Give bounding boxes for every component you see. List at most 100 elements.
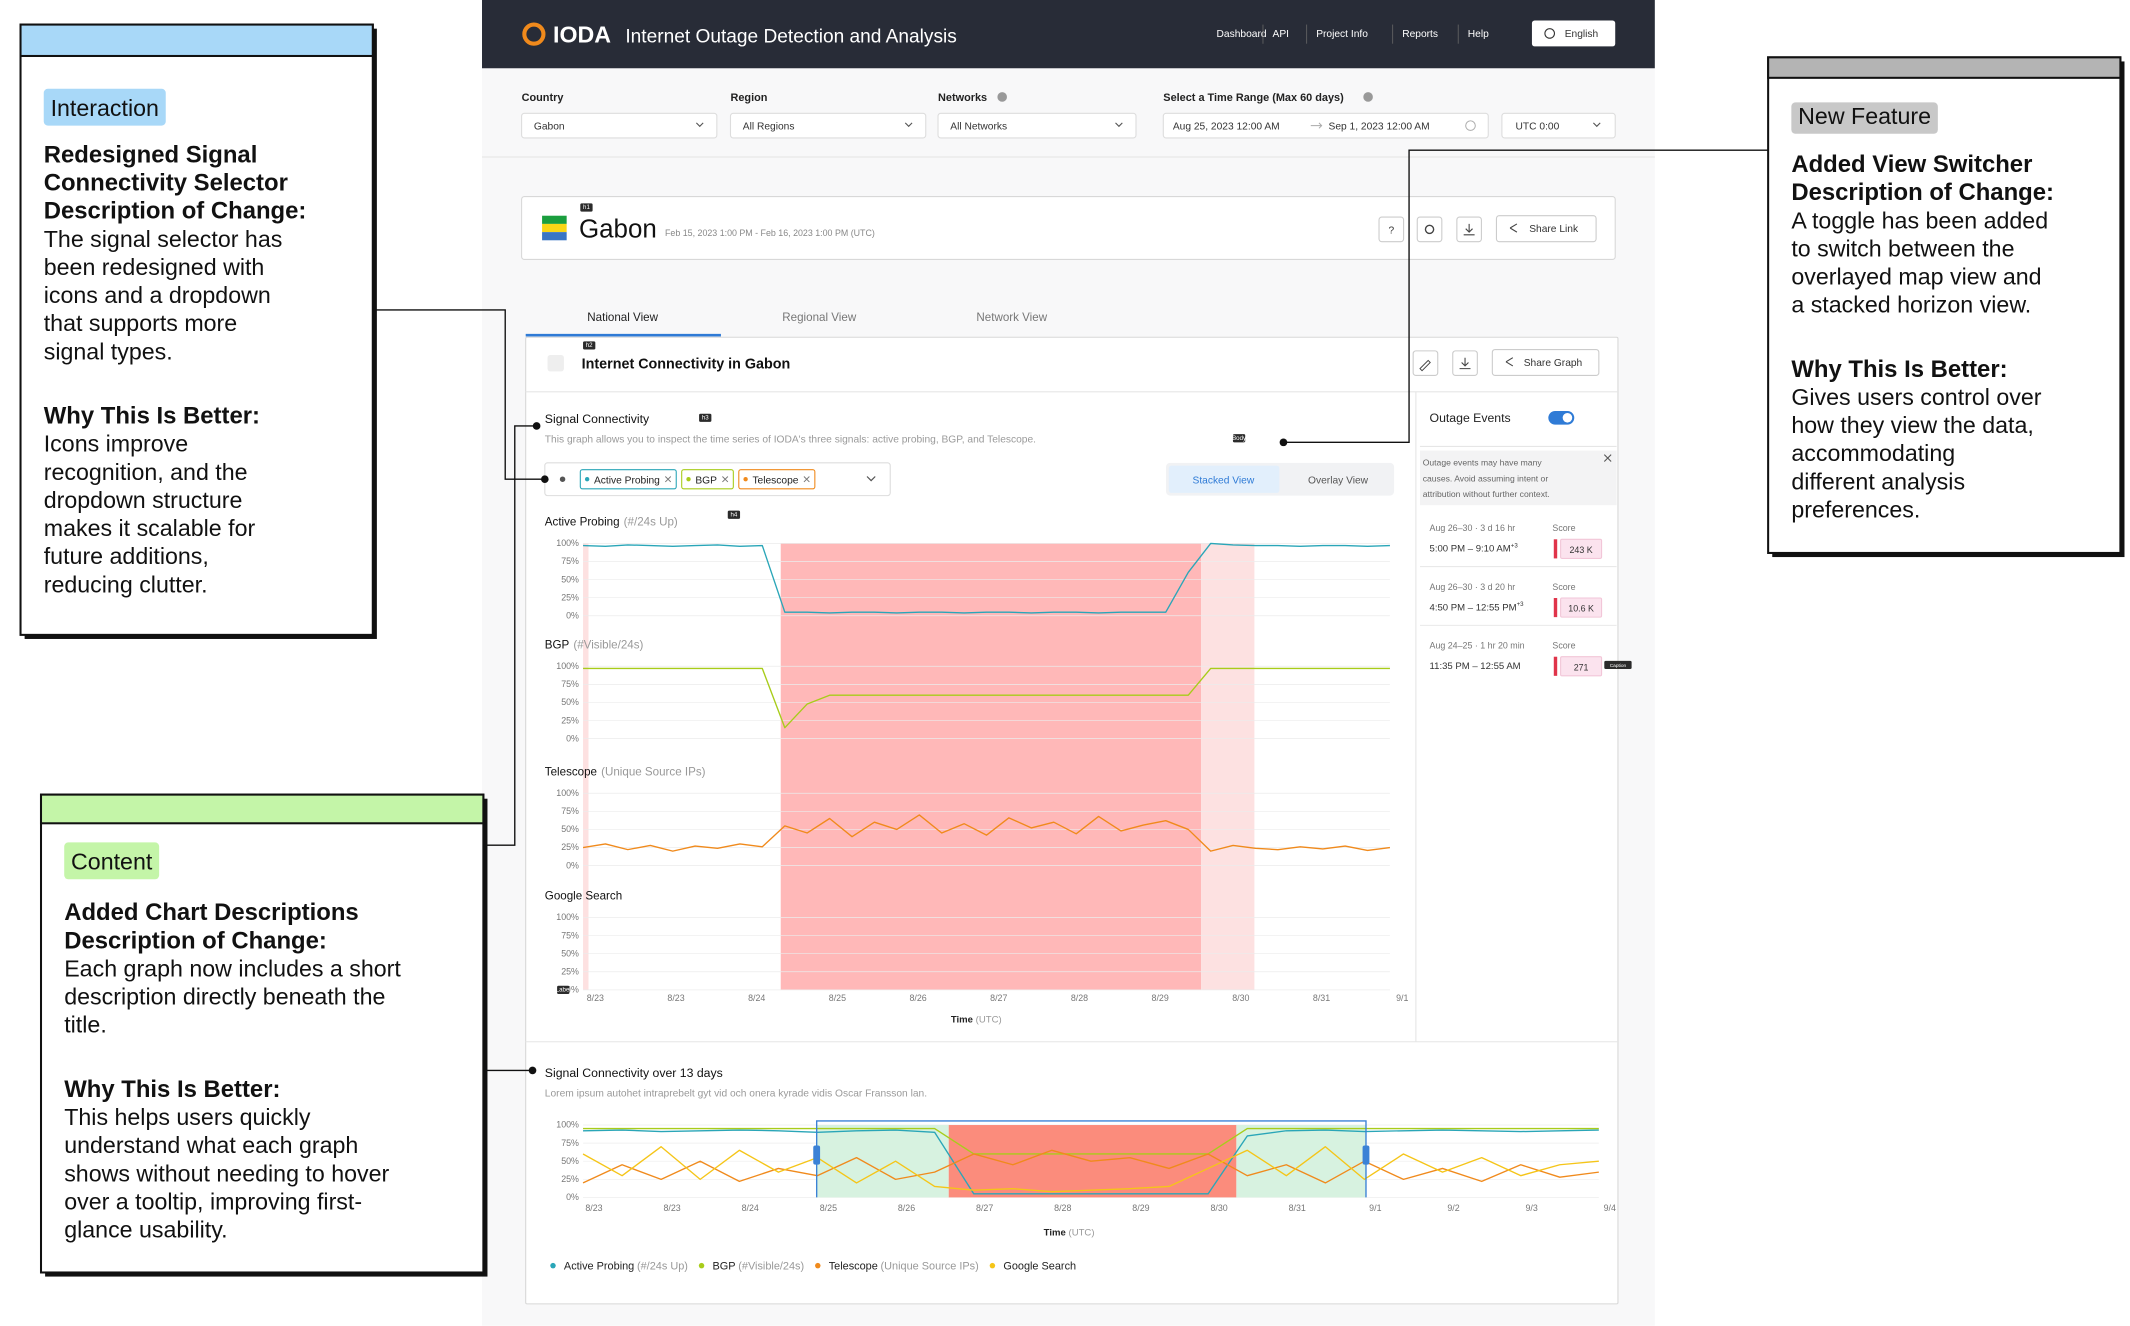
style-tag xyxy=(727,510,741,519)
y-tick-label: 100% xyxy=(556,1120,579,1130)
x-tick-label: 9/1 xyxy=(1396,993,1408,1003)
nav-link[interactable]: Dashboard xyxy=(1217,29,1267,40)
x-tick-label: 8/28 xyxy=(1054,1203,1071,1213)
language-button[interactable] xyxy=(1531,20,1616,47)
active-view[interactable] xyxy=(1168,465,1280,493)
clock-icon xyxy=(1465,120,1476,131)
y-tick-label: 25% xyxy=(561,842,579,852)
date-range[interactable] xyxy=(1162,112,1489,139)
x-tick-label: 9/3 xyxy=(1525,1203,1537,1213)
timezone-dropdown[interactable] xyxy=(1501,112,1616,139)
callout-connector xyxy=(483,425,537,846)
time-range: 4:50 PM – 12:55 PM xyxy=(1430,602,1517,613)
selection-handle[interactable] xyxy=(813,1145,821,1165)
chart-icon xyxy=(547,354,564,372)
notice-line: causes. Avoid assuming intent or xyxy=(1423,473,1549,483)
event-time: 11:35 PM – 12:55 AM xyxy=(1430,661,1521,672)
score-badge xyxy=(1560,597,1603,618)
annotation-subheading: Why This Is Better: xyxy=(44,403,260,430)
legend-dot xyxy=(815,1262,821,1269)
subplot-title: BGP (#Visible/24s) xyxy=(545,639,644,652)
annotation-tag xyxy=(64,842,160,880)
tab[interactable]: Regional View xyxy=(782,311,857,324)
annotation-text: preferences. xyxy=(1791,496,1920,522)
annotation-text: title. xyxy=(64,1012,107,1038)
nav-link[interactable]: Project Info xyxy=(1316,29,1368,40)
dropdown[interactable] xyxy=(937,112,1137,139)
download-icon xyxy=(1459,357,1471,370)
annotation-title: Redesigned Signal xyxy=(44,141,258,168)
annotation-text: dropdown structure xyxy=(44,487,243,513)
country-range: Feb 15, 2023 1:00 PM - Feb 16, 2023 1:00… xyxy=(665,228,875,238)
x-tick-label: 8/27 xyxy=(976,1203,993,1213)
annotation-title: Connectivity Selector xyxy=(44,170,288,197)
series-line xyxy=(583,1129,1599,1195)
toggle-knob xyxy=(1562,413,1573,423)
panel-title: Internet Connectivity in Gabon xyxy=(582,357,791,373)
annotation-title: Added View Switcher xyxy=(1791,151,2032,178)
share-link-button[interactable] xyxy=(1495,215,1597,243)
signal-chip[interactable] xyxy=(738,469,816,490)
gear-icon xyxy=(1424,224,1435,235)
view-option[interactable]: Overlay View xyxy=(1308,475,1369,486)
tab[interactable]: Network View xyxy=(976,311,1047,324)
legend-name: Google Search xyxy=(1003,1261,1076,1273)
dropdown[interactable] xyxy=(521,112,718,139)
severity-bar xyxy=(1553,656,1558,676)
x-tick-label: 8/25 xyxy=(829,993,846,1003)
nav-link[interactable]: API xyxy=(1273,29,1289,40)
close-icon[interactable] xyxy=(1603,454,1612,462)
legend-unit: (#Visible/24s) xyxy=(738,1261,804,1273)
settings-button[interactable] xyxy=(1416,216,1443,243)
annotation-text: understand what each graph xyxy=(64,1132,358,1158)
nav-link[interactable]: Help xyxy=(1468,29,1489,40)
y-tick-label: 75% xyxy=(561,806,579,816)
view-option[interactable]: Stacked View xyxy=(1193,475,1255,486)
annotation-subheading: Description of Change: xyxy=(44,198,307,225)
outage-band xyxy=(583,543,589,990)
chevron xyxy=(904,122,913,128)
notice-box xyxy=(1419,450,1617,506)
share-graph-button[interactable] xyxy=(1491,348,1600,377)
style-tag xyxy=(1232,434,1246,443)
style-tag xyxy=(1604,660,1632,670)
y-tick-label: 75% xyxy=(561,556,579,566)
tab[interactable]: National View xyxy=(587,311,658,324)
signal-chip[interactable] xyxy=(579,469,677,490)
selection-handle[interactable] xyxy=(1362,1145,1370,1165)
annotation-text: icons and a dropdown xyxy=(44,282,271,308)
chip-dot xyxy=(584,477,590,482)
time-range: 5:00 PM – 9:10 AM xyxy=(1430,544,1511,555)
help-button[interactable] xyxy=(1378,216,1405,243)
annotation-text: recognition, and the xyxy=(44,459,248,485)
y-tick-label: 25% xyxy=(561,966,579,976)
event-time: 5:00 PM – 9:10 AM+3 xyxy=(1430,542,1519,554)
y-tick-label: 50% xyxy=(561,574,579,584)
arrow-icon xyxy=(1310,122,1323,129)
legend-entry: Google Search xyxy=(1003,1261,1076,1273)
style-tag-label: h3 xyxy=(702,414,709,421)
annotation-text: to switch between the xyxy=(1791,235,2014,261)
time-offset: +3 xyxy=(1511,542,1519,549)
chevron xyxy=(1592,122,1601,128)
x-tick-label: 8/27 xyxy=(990,993,1007,1003)
annotation-text: been redesigned with xyxy=(44,254,265,280)
date-end: Sep 1, 2023 12:00 AM xyxy=(1329,122,1430,133)
y-tick-label: 75% xyxy=(561,679,579,689)
annotation-box xyxy=(19,23,374,636)
style-tag-label: Caption xyxy=(1610,663,1627,669)
style-tag xyxy=(580,203,593,212)
dropdown[interactable] xyxy=(729,112,927,139)
annotation-text: signal types. xyxy=(44,338,173,364)
chip-dot xyxy=(686,477,691,482)
style-tag xyxy=(699,413,712,422)
signal-chip[interactable] xyxy=(681,469,734,490)
filter-label: Select a Time Range (Max 60 days) xyxy=(1163,92,1344,104)
section-title: Signal Connectivity xyxy=(545,412,650,426)
annotation-subheading: Description of Change: xyxy=(64,927,327,954)
series-line xyxy=(583,542,1390,614)
nav-link[interactable]: Reports xyxy=(1402,29,1438,40)
annotation-tag xyxy=(1791,102,1938,134)
subplot-title: Google Search xyxy=(545,890,622,903)
selection-fill xyxy=(816,1125,949,1198)
